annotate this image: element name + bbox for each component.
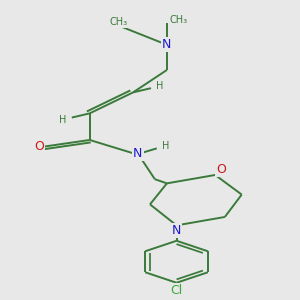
Text: H: H [59,115,67,124]
Text: O: O [34,140,44,154]
Text: N: N [162,38,172,51]
Text: CH₃: CH₃ [170,15,188,25]
Text: N: N [172,224,181,237]
Text: Cl: Cl [170,284,183,297]
Text: N: N [133,148,142,160]
Text: CH₃: CH₃ [110,17,128,27]
Text: H: H [156,81,163,91]
Text: H: H [162,141,169,151]
Text: O: O [216,164,226,176]
